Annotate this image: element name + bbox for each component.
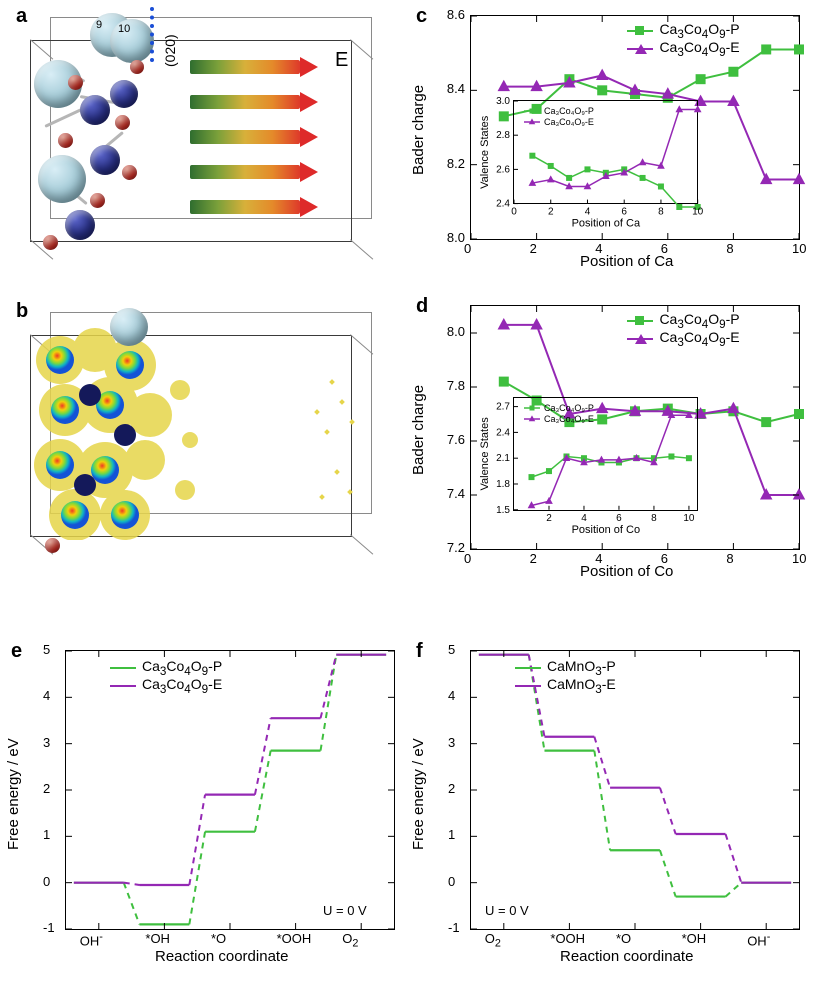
panel-d-xlabel: Position of Co: [580, 563, 673, 580]
svg-text:2.4: 2.4: [496, 198, 510, 209]
legend-item: Ca3Co4O9-E: [110, 676, 222, 696]
efield-arrow: [190, 130, 300, 144]
panel-c-label: c: [416, 5, 427, 28]
panel-f-label: f: [416, 640, 423, 663]
plane-line: [150, 7, 154, 62]
panel-f-ylabel: Free energy / eV: [410, 738, 427, 850]
legend-item: Ca3Co4O9-E: [627, 329, 739, 349]
inset-plot: 2468101.51.82.12.42.7Position of CoValen…: [513, 397, 699, 511]
atom-o: [68, 75, 83, 90]
panel-a-label: a: [16, 5, 27, 28]
panel-b-label: b: [16, 300, 28, 323]
legend-item: Ca3Co4O9-P: [627, 311, 739, 331]
svg-text:Position of Co: Position of Co: [571, 524, 639, 536]
plane-label: (020): [162, 34, 178, 67]
atom-o: [58, 133, 73, 148]
efield-arrow: [190, 200, 300, 214]
svg-text:10: 10: [683, 513, 695, 524]
svg-text:2: 2: [548, 206, 554, 217]
legend-item: Ca3Co4O9-P: [627, 21, 739, 41]
panel-f-xlabel: Reaction coordinate: [560, 948, 693, 965]
panel-e-xlabel: Reaction coordinate: [155, 948, 288, 965]
atom-ca: [110, 19, 154, 63]
panel-a: a 9 10: [10, 5, 400, 260]
panel-d-ylabel: Bader charge: [410, 385, 427, 475]
panel-c-xlabel: Position of Ca: [580, 253, 673, 270]
panel-b-density: [30, 320, 380, 540]
panel-e-ylabel: Free energy / eV: [5, 738, 22, 850]
legend-item: Ca3Co4O9-E: [627, 39, 739, 59]
panel-d: d Position of Co Bader charge 02468107.2…: [410, 295, 808, 590]
legend-item: CaMnO3-E: [515, 676, 616, 696]
atom-index-9: 9: [96, 19, 102, 31]
annotation: U = 0 V: [485, 903, 529, 918]
svg-text:Ca₃Co₄O₉-P: Ca₃Co₄O₉-P: [544, 403, 594, 413]
svg-text:1.5: 1.5: [496, 505, 510, 516]
atom-index-10: 10: [118, 23, 130, 35]
svg-text:6: 6: [616, 513, 622, 524]
atom-co: [80, 95, 110, 125]
efield-arrow: [190, 60, 300, 74]
legend-item: CaMnO3-P: [515, 658, 616, 678]
svg-text:2.7: 2.7: [496, 402, 510, 413]
svg-text:Ca₃Co₄O₉-E: Ca₃Co₄O₉-E: [544, 117, 594, 127]
atom-ca: [38, 155, 86, 203]
svg-text:8: 8: [651, 513, 657, 524]
atom-o: [115, 115, 130, 130]
figure-root: a 9 10: [0, 0, 813, 993]
svg-text:2.8: 2.8: [496, 130, 510, 141]
panel-c-ylabel: Bader charge: [410, 85, 427, 175]
svg-text:Ca₃Co₄O₉-P: Ca₃Co₄O₉-P: [544, 106, 594, 116]
svg-text:2: 2: [546, 513, 552, 524]
atom-co: [90, 145, 120, 175]
svg-text:10: 10: [692, 206, 704, 217]
panel-e-label: e: [11, 640, 22, 663]
atom-co: [110, 80, 138, 108]
inset-plot: 02468102.42.62.83.0Position of CaValence…: [513, 100, 699, 205]
panel-d-label: d: [416, 295, 428, 318]
svg-text:Valence States: Valence States: [479, 417, 491, 491]
atom-o: [45, 538, 60, 553]
svg-text:4: 4: [584, 206, 590, 217]
efield-label: E: [335, 49, 348, 72]
svg-text:4: 4: [581, 513, 587, 524]
svg-text:1.8: 1.8: [496, 479, 510, 490]
legend-item: Ca3Co4O9-P: [110, 658, 222, 678]
svg-text:2.6: 2.6: [496, 164, 510, 175]
annotation: U = 0 V: [323, 903, 367, 918]
atom-o: [122, 165, 137, 180]
svg-text:Ca₃Co₄O₉-E: Ca₃Co₄O₉-E: [544, 414, 594, 424]
efield-arrow: [190, 165, 300, 179]
svg-text:Valence States: Valence States: [479, 115, 491, 189]
svg-text:2.4: 2.4: [496, 428, 510, 439]
svg-text:6: 6: [621, 206, 627, 217]
svg-text:8: 8: [658, 206, 664, 217]
atom-co: [65, 210, 95, 240]
efield-arrow: [190, 95, 300, 109]
atom-ca: [110, 308, 148, 346]
panel-f: f Reaction coordinate Free energy / eV -…: [410, 640, 810, 985]
panel-c: c Position of Ca Bader charge 02468108.0…: [410, 5, 808, 280]
atom-o: [130, 60, 144, 74]
panel-b: b: [10, 300, 400, 555]
svg-text:Position of Ca: Position of Ca: [571, 217, 640, 229]
panel-e: e Reaction coordinate Free energy / eV -…: [5, 640, 405, 985]
svg-text:3.0: 3.0: [496, 96, 510, 107]
svg-text:0: 0: [511, 206, 517, 217]
svg-text:2.1: 2.1: [496, 454, 510, 465]
atom-o: [90, 193, 105, 208]
atom-o: [43, 235, 58, 250]
